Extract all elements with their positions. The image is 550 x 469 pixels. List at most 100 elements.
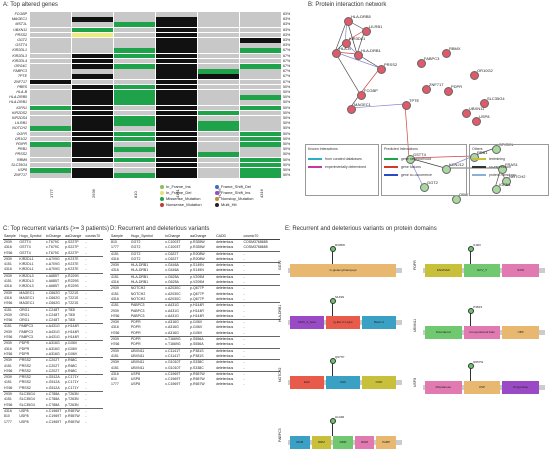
variant-marker (330, 298, 336, 304)
network-edge (359, 67, 381, 95)
heatmap-cell (240, 84, 282, 90)
network-node[interactable] (497, 164, 507, 174)
gene-label: PRB1 (17, 147, 27, 152)
heatmap-cell (30, 58, 72, 64)
heatmap-cell (156, 38, 198, 43)
protein-domain: USP (463, 381, 501, 394)
table-cell: c.G512A (45, 374, 65, 381)
heatmap-cell (240, 32, 282, 38)
network-node[interactable] (441, 48, 451, 58)
network-node[interactable] (443, 86, 453, 96)
network-node[interactable] (376, 64, 386, 74)
table-cell: p.S338C (189, 359, 216, 366)
protein-domain: EGF (290, 376, 324, 389)
table-cell: COSM3768685 (243, 245, 268, 250)
network-node[interactable] (469, 70, 479, 80)
table-row: H766 PDPR c.A316G p.I106V deleterious - (110, 331, 280, 337)
gene-label: ORG4C (14, 64, 27, 68)
network-node[interactable] (469, 152, 479, 162)
network-node[interactable] (501, 176, 511, 186)
table-cell: SLC35G4 (19, 397, 35, 402)
heatmap-cell (240, 126, 282, 131)
legend-label: Multi_Hit (221, 202, 237, 207)
heatmap-cell (30, 105, 72, 111)
table-cell: 4316 (111, 296, 119, 301)
heatmap-cell (240, 95, 282, 100)
heatmap-cell (30, 43, 72, 48)
network-node[interactable] (441, 164, 451, 174)
recurrent-variants-table: Sample Hugo_Symbol txChange aaChange cosmic7… (3, 233, 103, 425)
network-node[interactable] (491, 184, 501, 194)
table-cell: 2939 (3, 255, 19, 263)
variant-label: R335W (335, 243, 346, 247)
network-node[interactable] (343, 16, 353, 26)
network-node[interactable] (405, 154, 415, 164)
heatmap-cell (156, 84, 198, 90)
variant-marker (330, 418, 336, 424)
heatmap-cell (114, 168, 156, 173)
network-node[interactable] (331, 48, 341, 58)
heatmap-cell (72, 142, 114, 147)
heatmap-cell (72, 64, 114, 69)
network-node[interactable] (419, 182, 429, 192)
table-row: H766 PDPR c.T1669G p.S556A deleterious - (110, 342, 280, 348)
heatmap-cell (156, 116, 198, 121)
table-cell: 2939 (3, 272, 19, 280)
network-node[interactable] (356, 90, 366, 100)
network-node[interactable] (471, 116, 481, 126)
variant-marker (330, 246, 336, 252)
heatmap-cell (198, 157, 240, 163)
table-cell: deleterious (215, 347, 243, 354)
table-cell: H766 (4, 301, 13, 306)
domain-track: USP8 Rhodanese USP Polyproline R657W (413, 359, 547, 409)
network-node[interactable] (479, 98, 489, 108)
network-node[interactable] (491, 144, 501, 154)
mutation-legend-item: Nonstop_Mutation (215, 196, 253, 201)
network-node[interactable] (346, 104, 356, 114)
alteration-percent: 67% (283, 69, 291, 74)
heatmap-cell (72, 121, 114, 126)
table-row: 4151 GGT2 c.C622T p.R208W deleterious - (110, 250, 280, 257)
table-row: H766 PABPC3 c.A431G p.H144R deleterious - (110, 314, 280, 320)
table-cell: H766 (4, 351, 13, 356)
network-node[interactable] (353, 50, 363, 60)
table-cell: c.C1969T (165, 382, 181, 387)
heatmap-cell (72, 152, 114, 157)
legend-entry: from curated databases (308, 157, 362, 161)
table-row: 4316 KIR2DL3 c.A685T p.R229S - (3, 284, 103, 290)
table-cell: ORG1 (18, 306, 46, 313)
table-cell: - (242, 359, 280, 366)
network-node[interactable] (416, 58, 426, 68)
table-cell: c.A431G (165, 308, 179, 313)
network-node[interactable] (341, 38, 351, 48)
network-node[interactable] (401, 100, 411, 110)
heatmap-cell (198, 131, 240, 137)
table-cell: p.R335W (190, 240, 205, 244)
gene-label: KIR2DS4 (12, 116, 27, 120)
table-cell: c.A431G (46, 329, 60, 334)
table-cell: p.I106V (64, 340, 85, 347)
table-cell: 4316 (111, 268, 119, 273)
network-node[interactable] (421, 84, 431, 94)
network-node[interactable] (461, 108, 471, 118)
domain-gene-label: PDPR (413, 260, 417, 270)
table-cell: ORG1 (19, 312, 30, 317)
mutation-legend-item: Frame_Shift_Del (215, 184, 251, 189)
table-cell: - (243, 342, 245, 347)
heatmap-cell (114, 58, 156, 64)
table-cell: UBXN11 (129, 347, 165, 354)
alteration-percent: 67% (283, 74, 291, 79)
heatmap-cell (72, 136, 114, 142)
network-node[interactable] (361, 26, 371, 36)
table-cell: 4316 (4, 346, 12, 351)
table-cell: - (85, 368, 87, 373)
table-cell: c.C1969T (164, 370, 190, 378)
table-cell: - (243, 330, 245, 335)
alteration-percent: 50% (283, 90, 291, 94)
table-row: H766 SLC35G4 c.C788A p.T263N - (3, 403, 103, 409)
table-cell: H766 (111, 330, 120, 335)
heatmap-cell (114, 32, 156, 38)
alteration-percent: 50% (283, 105, 291, 110)
heatmap-cell (30, 48, 72, 53)
heatmap-cell (156, 157, 198, 163)
